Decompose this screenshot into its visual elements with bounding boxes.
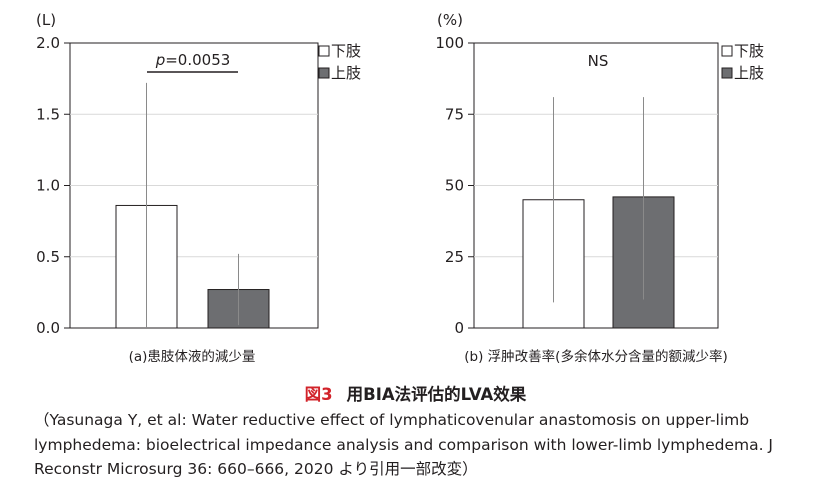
chart-b-y-tick-label: 75 xyxy=(445,105,464,123)
figure-citation: （Yasunaga Y, et al: Water reductive effe… xyxy=(34,411,774,478)
chart-b: 0 25 50 75 100 (%) NS (b) 浮肿改善率(多余体水分含量的额減少率… xyxy=(435,11,764,365)
chart-b-caption: (b) 浮肿改善率(多余体水分含量的额減少率) xyxy=(464,348,727,365)
legend-a-upper-swatch xyxy=(318,67,330,79)
chart-a-gridlines xyxy=(70,113,318,258)
chart-a-y-tick-label: 2.0 xyxy=(36,34,60,52)
chart-b-y-tick-label: 0 xyxy=(454,319,464,337)
legend-b-lower-label: 下肢 xyxy=(734,42,764,60)
chart-a-unit-label: (L) xyxy=(36,11,56,29)
chart-b-gridlines xyxy=(474,113,718,258)
chart-b-unit-label: (%) xyxy=(437,11,463,29)
chart-b-legend: 下肢 上肢 xyxy=(721,42,764,82)
figure-title: 図3 用BIA法评估的LVA效果 xyxy=(0,381,831,405)
legend-b-upper-swatch xyxy=(721,67,733,79)
chart-a-y-ticks: 0.0 0.5 1.0 1.5 2.0 xyxy=(36,34,70,337)
figure-charts: 0.0 0.5 1.0 1.5 2.0 (L) p=0.0053 (a)患肢体液的減少量… xyxy=(36,11,764,365)
legend-b-lower-swatch xyxy=(721,45,733,57)
legend-b-upper-label: 上肢 xyxy=(734,64,764,82)
chart-a-legend: 下肢 上肢 xyxy=(318,42,361,82)
chart-a: 0.0 0.5 1.0 1.5 2.0 (L) p=0.0053 (a)患肢体液的減少量… xyxy=(36,11,361,365)
chart-b-y-ticks: 0 25 50 75 100 xyxy=(435,34,474,337)
chart-a-significance: p=0.0053 xyxy=(147,51,238,73)
chart-b-ns-label: NS xyxy=(588,52,609,70)
chart-a-y-tick-label: 0.0 xyxy=(36,319,60,337)
legend-a-lower-label: 下肢 xyxy=(331,42,361,60)
chart-a-p-label: p=0.0053 xyxy=(155,51,231,69)
chart-a-y-tick-label: 0.5 xyxy=(36,248,60,266)
legend-a-upper-label: 上肢 xyxy=(331,64,361,82)
chart-b-y-tick-label: 100 xyxy=(435,34,464,52)
legend-a-lower-swatch xyxy=(318,45,330,57)
chart-a-y-tick-label: 1.0 xyxy=(36,177,60,195)
figure-title-text: 用BIA法评估的LVA效果 xyxy=(346,385,527,404)
chart-a-caption: (a)患肢体液的減少量 xyxy=(129,348,256,365)
chart-a-bars xyxy=(115,82,270,329)
chart-b-y-tick-label: 25 xyxy=(445,248,464,266)
chart-b-y-tick-label: 50 xyxy=(445,177,464,195)
chart-a-y-tick-label: 1.5 xyxy=(36,105,60,123)
figure-number: 図3 xyxy=(304,385,333,404)
chart-b-bars xyxy=(522,97,675,329)
